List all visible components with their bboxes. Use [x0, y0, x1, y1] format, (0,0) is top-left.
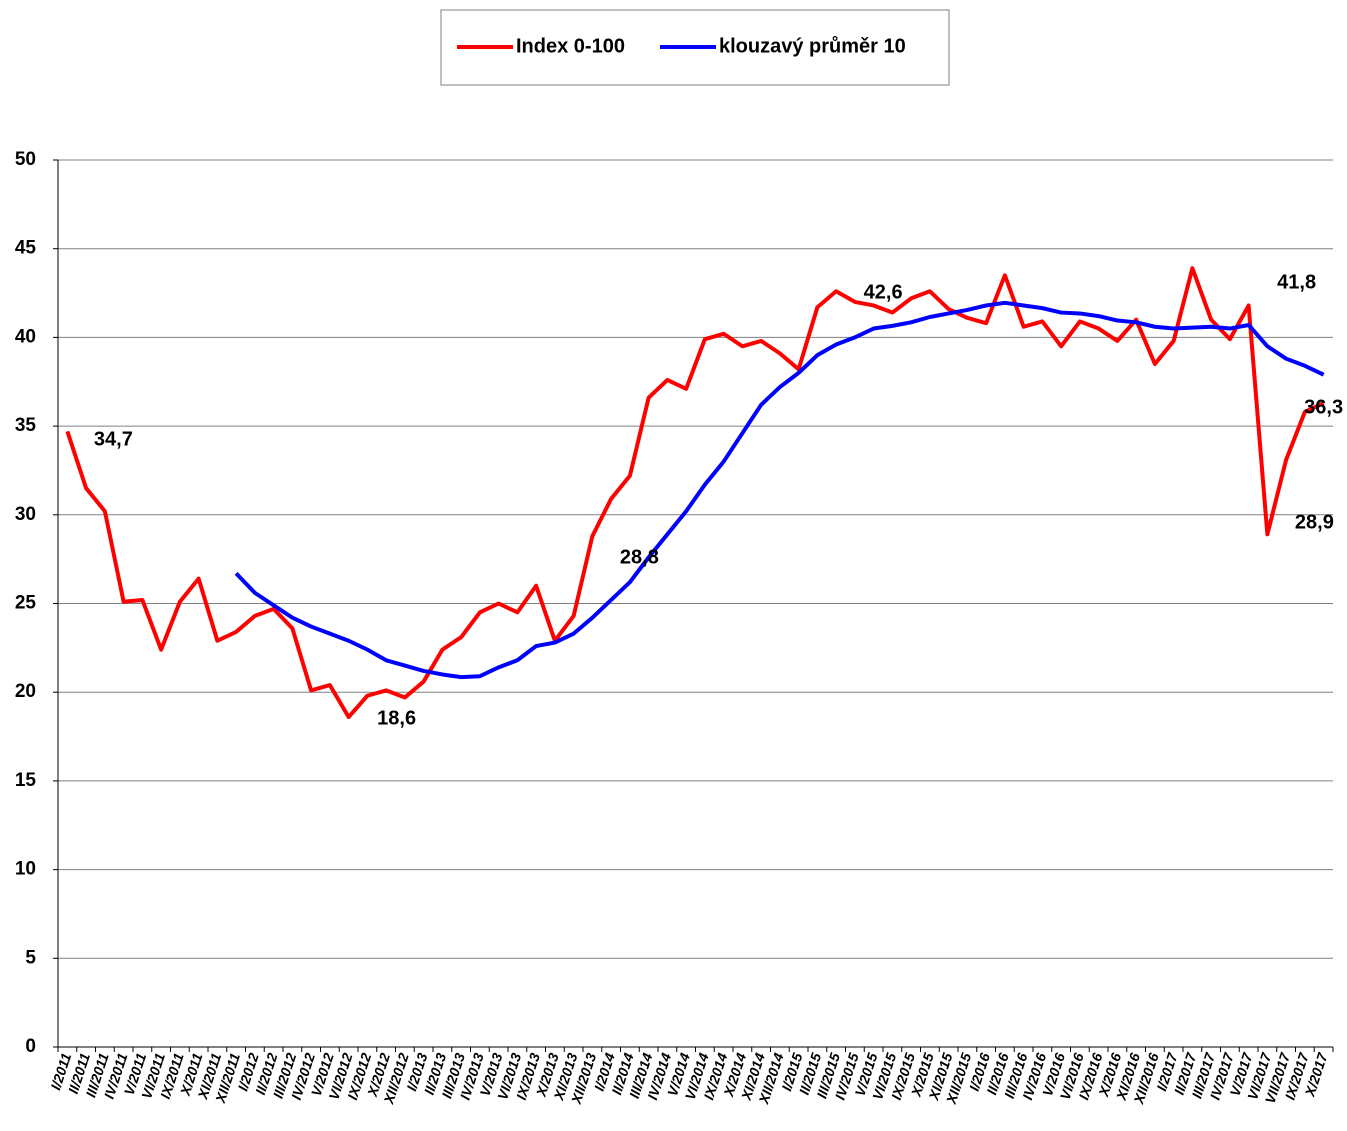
- data-label: 28,8: [620, 546, 659, 568]
- data-label: 36,3: [1304, 396, 1343, 418]
- y-tick-label: 25: [15, 593, 37, 614]
- data-label: 42,6: [864, 282, 903, 304]
- y-tick-label: 20: [15, 681, 36, 702]
- legend-label: Index 0-100: [516, 35, 625, 57]
- y-tick-label: 15: [15, 770, 37, 791]
- legend-label: klouzavý průměr 10: [719, 35, 906, 57]
- data-label: 18,6: [377, 707, 416, 729]
- series-line: [234, 300, 1325, 680]
- y-tick-label: 40: [15, 326, 36, 347]
- y-tick-label: 35: [15, 415, 37, 436]
- y-tick-label: 45: [15, 238, 37, 259]
- y-tick-label: 50: [15, 149, 36, 170]
- y-tick-label: 10: [15, 859, 36, 880]
- y-tick-label: 30: [15, 504, 36, 525]
- series-line: [65, 266, 1325, 720]
- legend: Index 0-100 klouzavý průměr 10: [457, 35, 906, 57]
- data-label: 28,9: [1295, 512, 1334, 534]
- y-tick-label: 5: [25, 947, 36, 968]
- y-tick-label: 0: [25, 1036, 36, 1057]
- data-label: 41,8: [1277, 272, 1316, 294]
- data-label: 34,7: [94, 429, 133, 451]
